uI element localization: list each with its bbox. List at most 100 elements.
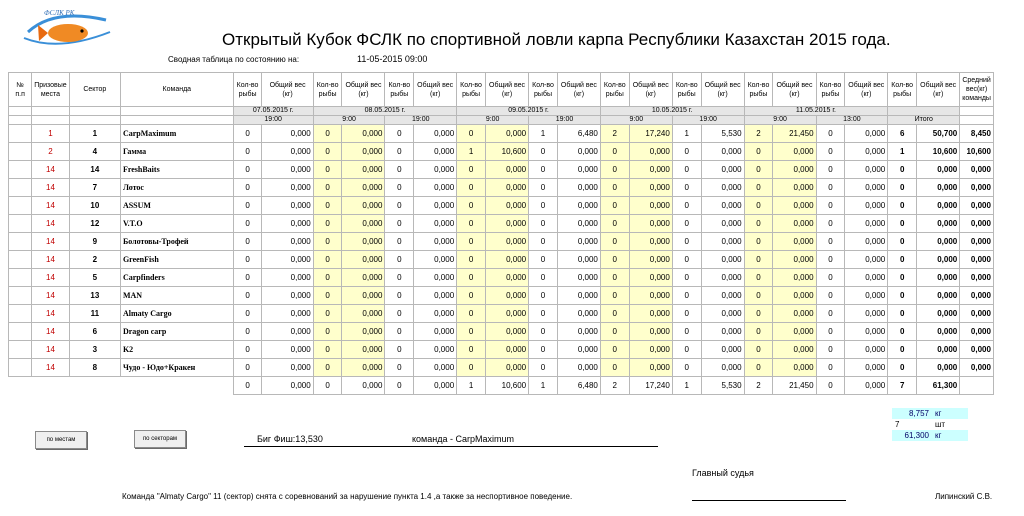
period-count: 0 [456,340,486,359]
period-count: 0 [671,322,702,341]
row-sector: 8 [68,358,121,377]
table-row: 2 4 Гамма 0 0,000 0 0,000 0 0,000 1 10,600 0 0,000 0 0… [7,142,1024,161]
row-place: 14 [31,178,70,197]
period-count: 0 [528,196,558,215]
period-weight: 0,000 [261,286,314,305]
period-count: 0 [456,124,486,143]
row-index [7,286,33,305]
period-count: 0 [232,322,263,341]
row-index [7,268,33,287]
totals-count: 1 [456,376,486,395]
period-weight: 0,000 [413,178,458,197]
period-count: 0 [815,196,846,215]
period-weight: 0,000 [484,268,530,287]
header-weight: Общий вес (кг) [261,72,314,107]
summary-weight-value: 61,300 [892,430,932,441]
sort-by-sectors-button[interactable]: по секторам [134,430,186,448]
period-count: 0 [599,232,630,251]
header-weight: Общий вес (кг) [700,72,745,107]
total-count: 0 [887,214,918,233]
totals-weight: 61,300 [916,376,961,395]
period-count: 0 [312,322,343,341]
totals-weight: 17,240 [628,376,673,395]
period-weight: 0,000 [341,358,386,377]
period-count: 0 [384,214,415,233]
row-team: Carpfinders [119,268,234,287]
period-weight: 0,000 [628,214,673,233]
period-count: 0 [312,340,343,359]
total-count: 0 [887,322,918,341]
judge-name: Липинский С.В. [935,492,993,501]
period-count: 0 [815,358,846,377]
period-weight: 0,000 [628,232,673,251]
period-count: 0 [456,322,486,341]
period-weight: 0,000 [413,250,458,269]
totals-row: 0 0,000 0 0,000 0 0,000 1 10,600 1 6,480 2 17,240 1 5… [9,376,1024,395]
total-count: 0 [887,178,918,197]
period-weight: 0,000 [844,322,889,341]
total-weight: 0,000 [916,268,961,287]
period-weight: 0,000 [413,142,458,161]
total-weight: 0,000 [916,322,961,341]
big-fish-label: Биг Фиш:13,530 [257,434,323,444]
period-count: 0 [743,232,774,251]
header-blank [7,115,33,125]
total-weight: 0,000 [916,358,961,377]
header-place: Призовые места [31,72,70,107]
period-weight: 0,000 [341,286,386,305]
period-count: 0 [232,286,263,305]
period-weight: 0,000 [628,142,673,161]
period-weight: 0,000 [484,358,530,377]
row-index [7,340,33,359]
period-count: 1 [456,142,486,161]
row-place: 1 [31,124,70,143]
total-weight: 0,000 [916,214,961,233]
header-weight: Общий вес (кг) [484,72,530,107]
table-row: 14 10 ASSUM 0 0,000 0 0,000 0 0,000 0 0,000 0 0,000 0… [7,196,1024,215]
header-blank [119,106,234,116]
period-weight: 0,000 [341,232,386,251]
team-avg: 0,000 [959,268,994,287]
period-count: 0 [232,250,263,269]
table-row: 14 8 Чудо - Юдо+Кракен 0 0,000 0 0,000 0 0,000 0 0… [7,358,1024,377]
header-time: 13:00 [815,115,889,125]
total-count: 0 [887,196,918,215]
table-row: 14 14 FreshBaits 0 0,000 0 0,000 0 0,000 0 0,000 0 0… [7,160,1024,179]
period-count: 0 [599,250,630,269]
period-weight: 0,000 [700,286,745,305]
period-count: 0 [743,286,774,305]
period-weight: 0,000 [772,214,817,233]
header-date: 08.05.2015 г. [312,106,458,116]
row-team: V.T.O [119,214,234,233]
header-blank [31,106,70,116]
total-count: 1 [887,142,918,161]
period-count: 0 [528,268,558,287]
totals-count: 1 [671,376,702,395]
period-weight: 0,000 [261,142,314,161]
header-time: 19:00 [232,115,314,125]
period-weight: 0,000 [844,124,889,143]
header-time: 19:00 [671,115,745,125]
period-count: 0 [599,340,630,359]
period-weight: 0,000 [844,340,889,359]
total-weight: 0,000 [916,178,961,197]
period-weight: 0,000 [628,268,673,287]
totals-count: 0 [312,376,343,395]
sort-by-places-button[interactable]: по местам [35,431,87,449]
period-count: 0 [528,160,558,179]
period-weight: 0,000 [556,160,601,179]
table-row: 14 13 MAN 0 0,000 0 0,000 0 0,000 0 0,000 0 0,000 0 0,… [7,286,1024,305]
header-count: Кол-во рыбы [528,72,558,107]
total-count: 0 [887,304,918,323]
row-sector: 14 [68,160,121,179]
row-place: 14 [31,322,70,341]
period-count: 0 [599,178,630,197]
period-weight: 0,000 [628,160,673,179]
period-count: 0 [743,322,774,341]
header-n: № п.п [7,72,33,107]
row-place: 14 [31,358,70,377]
totals-count: 2 [599,376,630,395]
header-time: 9:00 [599,115,673,125]
period-weight: 0,000 [700,340,745,359]
period-weight: 0,000 [772,304,817,323]
